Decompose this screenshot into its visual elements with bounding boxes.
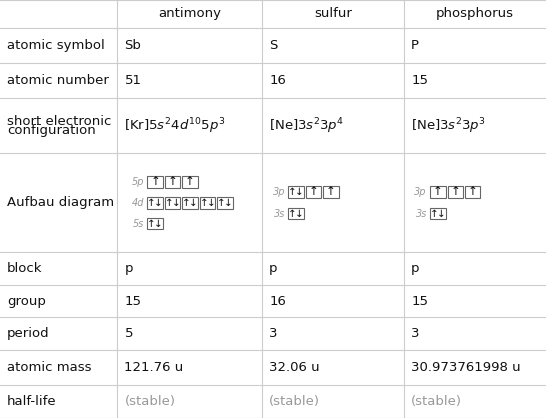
Text: 51: 51 <box>124 74 141 87</box>
Text: Aufbau diagram: Aufbau diagram <box>7 196 114 209</box>
Text: block: block <box>7 262 43 275</box>
Text: half-life: half-life <box>7 395 57 408</box>
Text: ↑: ↑ <box>450 185 460 199</box>
Text: ↑: ↑ <box>147 219 156 229</box>
Text: ↓: ↓ <box>437 209 446 219</box>
Text: group: group <box>7 295 46 308</box>
Text: 121.76 u: 121.76 u <box>124 361 184 374</box>
Bar <box>182 197 198 209</box>
Text: ↑: ↑ <box>200 198 209 208</box>
Bar <box>323 186 339 198</box>
Text: p: p <box>124 262 133 275</box>
Text: 5s: 5s <box>133 219 144 229</box>
Text: [Kr]5$s^2$4$d^{10}$5$p^3$: [Kr]5$s^2$4$d^{10}$5$p^3$ <box>124 116 225 135</box>
Text: ↓: ↓ <box>154 219 163 229</box>
Text: 3p: 3p <box>414 187 427 197</box>
Text: [Ne]3$s^2$3$p^3$: [Ne]3$s^2$3$p^3$ <box>411 116 486 135</box>
Text: 16: 16 <box>269 295 286 308</box>
Bar <box>147 176 163 188</box>
Text: 15: 15 <box>411 295 428 308</box>
Text: ↑: ↑ <box>430 209 439 219</box>
Text: atomic symbol: atomic symbol <box>7 39 105 52</box>
Text: ↑: ↑ <box>217 198 226 208</box>
Text: ↑: ↑ <box>150 175 160 189</box>
Text: ↑: ↑ <box>185 175 195 189</box>
Text: S: S <box>269 39 277 52</box>
Text: ↑: ↑ <box>308 185 318 199</box>
Text: ↓: ↓ <box>295 209 304 219</box>
Text: ↑: ↑ <box>168 175 177 189</box>
Text: ↓: ↓ <box>189 198 198 208</box>
Text: ↓: ↓ <box>171 198 180 208</box>
Text: antimony: antimony <box>158 8 221 20</box>
Text: (stable): (stable) <box>269 395 320 408</box>
Text: 4d: 4d <box>132 198 144 208</box>
Text: (stable): (stable) <box>411 395 462 408</box>
Text: 15: 15 <box>124 295 141 308</box>
Text: ↓: ↓ <box>295 187 304 197</box>
Bar <box>217 197 233 209</box>
Text: 30.973761998 u: 30.973761998 u <box>411 361 521 374</box>
Text: atomic mass: atomic mass <box>7 361 92 374</box>
Text: sulfur: sulfur <box>314 8 352 20</box>
Text: 3: 3 <box>269 327 278 340</box>
Bar <box>430 186 446 198</box>
Text: 3s: 3s <box>274 209 285 219</box>
Text: phosphorus: phosphorus <box>436 8 514 20</box>
Text: 3: 3 <box>411 327 420 340</box>
Text: ↓: ↓ <box>206 198 215 208</box>
Bar <box>306 186 321 198</box>
Text: 5: 5 <box>124 327 133 340</box>
Text: 16: 16 <box>269 74 286 87</box>
Text: ↑: ↑ <box>433 185 443 199</box>
Bar <box>448 186 463 198</box>
Text: ↓: ↓ <box>154 198 163 208</box>
Text: (stable): (stable) <box>124 395 175 408</box>
Text: ↑: ↑ <box>468 185 478 199</box>
Bar <box>430 208 446 219</box>
Text: ↑: ↑ <box>288 187 297 197</box>
Text: ↓: ↓ <box>224 198 233 208</box>
Bar <box>147 218 163 229</box>
Text: p: p <box>269 262 278 275</box>
Text: short electronic: short electronic <box>7 115 111 127</box>
Text: ↑: ↑ <box>288 209 297 219</box>
Text: 3p: 3p <box>272 187 285 197</box>
Bar <box>182 176 198 188</box>
Text: 15: 15 <box>411 74 428 87</box>
Bar <box>465 186 480 198</box>
Text: Sb: Sb <box>124 39 141 52</box>
Bar <box>200 197 215 209</box>
Text: P: P <box>411 39 419 52</box>
Text: ↑: ↑ <box>147 198 156 208</box>
Text: period: period <box>7 327 50 340</box>
Text: p: p <box>411 262 420 275</box>
Bar <box>165 176 180 188</box>
Text: ↑: ↑ <box>182 198 191 208</box>
Text: ↑: ↑ <box>326 185 336 199</box>
Bar <box>288 208 304 219</box>
Text: atomic number: atomic number <box>7 74 109 87</box>
Bar <box>288 186 304 198</box>
Text: 3s: 3s <box>416 209 427 219</box>
Bar <box>165 197 180 209</box>
Text: configuration: configuration <box>7 124 96 137</box>
Text: [Ne]3$s^2$3$p^4$: [Ne]3$s^2$3$p^4$ <box>269 116 345 135</box>
Bar <box>147 197 163 209</box>
Text: 5p: 5p <box>132 177 144 187</box>
Text: ↑: ↑ <box>165 198 174 208</box>
Text: 32.06 u: 32.06 u <box>269 361 320 374</box>
